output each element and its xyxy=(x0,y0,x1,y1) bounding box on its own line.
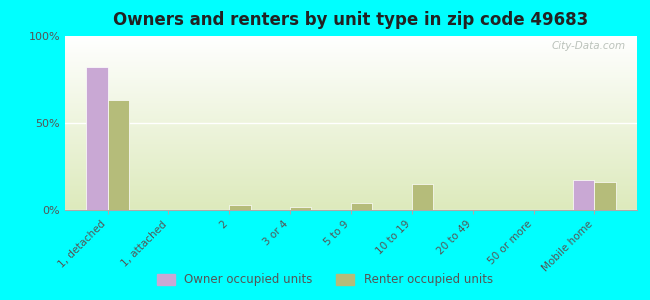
Bar xyxy=(351,203,372,210)
Bar xyxy=(86,67,108,210)
Title: Owners and renters by unit type in zip code 49683: Owners and renters by unit type in zip c… xyxy=(113,11,589,29)
Bar xyxy=(229,205,251,210)
Bar xyxy=(412,184,433,210)
Bar xyxy=(108,100,129,210)
Bar xyxy=(594,182,616,210)
Legend: Owner occupied units, Renter occupied units: Owner occupied units, Renter occupied un… xyxy=(153,269,497,291)
Bar xyxy=(290,206,311,210)
Bar xyxy=(573,180,594,210)
Text: City-Data.com: City-Data.com xyxy=(551,41,625,51)
